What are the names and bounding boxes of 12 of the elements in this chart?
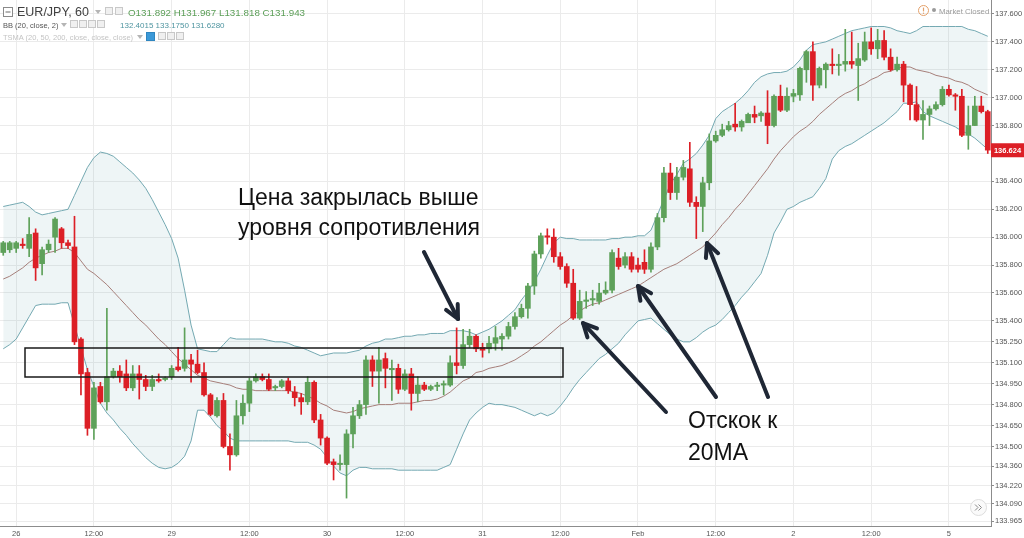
- candlestick: [19, 238, 26, 249]
- candlestick: [848, 31, 855, 69]
- chart-title: EUR/JPY, 60: [17, 5, 90, 19]
- candlestick: [175, 347, 181, 372]
- candlestick: [732, 102, 738, 132]
- annotation: O131.892 H131.967 L131.818 C131.943: [128, 7, 306, 18]
- candlestick: [829, 48, 836, 75]
- annotation: 132.4015 133.1750 131.6280: [120, 21, 226, 30]
- candlestick: [758, 111, 764, 122]
- annotation: Цена закрылась выше уровня сопротивления: [238, 184, 480, 240]
- candlestick: [389, 359, 395, 401]
- annotation: Отскок к 20MA: [688, 407, 779, 465]
